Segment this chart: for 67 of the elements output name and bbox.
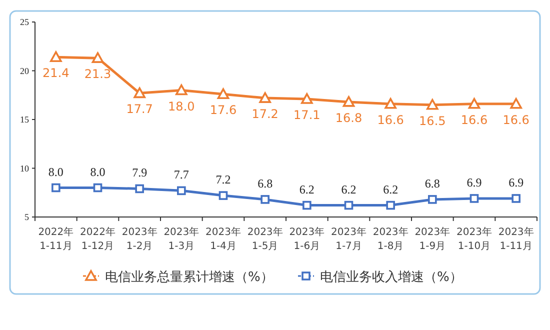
data-label: 17.1 <box>294 108 320 122</box>
data-label: 16.5 <box>419 114 446 128</box>
point <box>50 51 62 62</box>
point <box>93 183 102 192</box>
data-label: 17.2 <box>252 107 278 122</box>
y-tick-label: 15 <box>20 114 30 124</box>
data-label: 7.7 <box>174 168 189 182</box>
point <box>134 87 146 98</box>
point <box>52 183 60 192</box>
point <box>176 84 188 96</box>
data-label: 6.9 <box>508 175 524 190</box>
data-label: 8.0 <box>48 164 64 179</box>
point <box>386 200 395 210</box>
x-tick-label: 2023年 1-9月 <box>414 226 450 252</box>
y-tick-label: 20 <box>20 66 30 76</box>
point <box>218 191 228 200</box>
point <box>428 195 437 204</box>
x-tick-label: 2023年 1-6月 <box>289 226 325 252</box>
x-tick-label: 2023年 1-5月 <box>247 226 283 252</box>
data-label: 16.6 <box>502 112 530 127</box>
y-tick-label: 5 <box>24 212 30 222</box>
point <box>468 98 480 109</box>
y-tick-label: 25 <box>20 17 30 27</box>
point <box>92 52 104 63</box>
data-label: 17.7 <box>126 102 153 116</box>
data-label: 6.2 <box>341 182 356 196</box>
point <box>342 96 355 107</box>
point <box>135 184 144 194</box>
data-label: 21.4 <box>42 66 70 80</box>
data-label: 21.3 <box>84 67 112 82</box>
legend-label: 电信业务收入增速（%） <box>320 270 462 285</box>
x-tick-label: 2023年 1-2月 <box>122 226 158 252</box>
point <box>384 98 396 109</box>
point <box>426 98 438 110</box>
data-label: 7.9 <box>132 166 148 180</box>
data-label: 18.0 <box>168 99 195 114</box>
point <box>470 194 479 203</box>
legend-label: 电信业务总量累计增速（%） <box>105 270 274 285</box>
point <box>217 88 230 100</box>
x-tick-label: 2023年 1-3月 <box>164 226 200 252</box>
x-tick-label: 2023年 1-8月 <box>372 226 408 252</box>
point <box>302 200 312 210</box>
data-label: 6.8 <box>424 176 440 190</box>
y-tick-label: 10 <box>20 163 30 174</box>
point <box>259 92 271 103</box>
point <box>177 186 186 196</box>
point <box>260 195 270 204</box>
data-label: 16.6 <box>460 112 488 127</box>
x-tick-label: 2022年 1-11月 <box>38 226 74 252</box>
data-label: 6.9 <box>466 175 482 190</box>
x-tick-label: 2023年 1-4月 <box>206 226 241 252</box>
point <box>344 200 354 210</box>
point <box>512 194 520 203</box>
x-tick-label: 2023年 1-11月 <box>498 226 534 252</box>
data-label: 6.2 <box>299 182 314 196</box>
x-tick-label: 2022年 1-12月 <box>80 226 116 252</box>
x-tick-label: 2023年 1-10月 <box>456 226 492 252</box>
x-tick-label: 2023年 1-7月 <box>331 226 366 252</box>
data-label: 16.6 <box>377 112 404 127</box>
data-label: 7.2 <box>216 172 231 187</box>
data-label: 16.8 <box>335 110 362 125</box>
data-label: 17.6 <box>210 103 237 118</box>
point <box>301 93 313 104</box>
data-label: 8.0 <box>90 164 106 179</box>
data-label: 6.2 <box>383 182 398 196</box>
data-label: 6.8 <box>258 176 273 190</box>
point <box>510 98 522 109</box>
